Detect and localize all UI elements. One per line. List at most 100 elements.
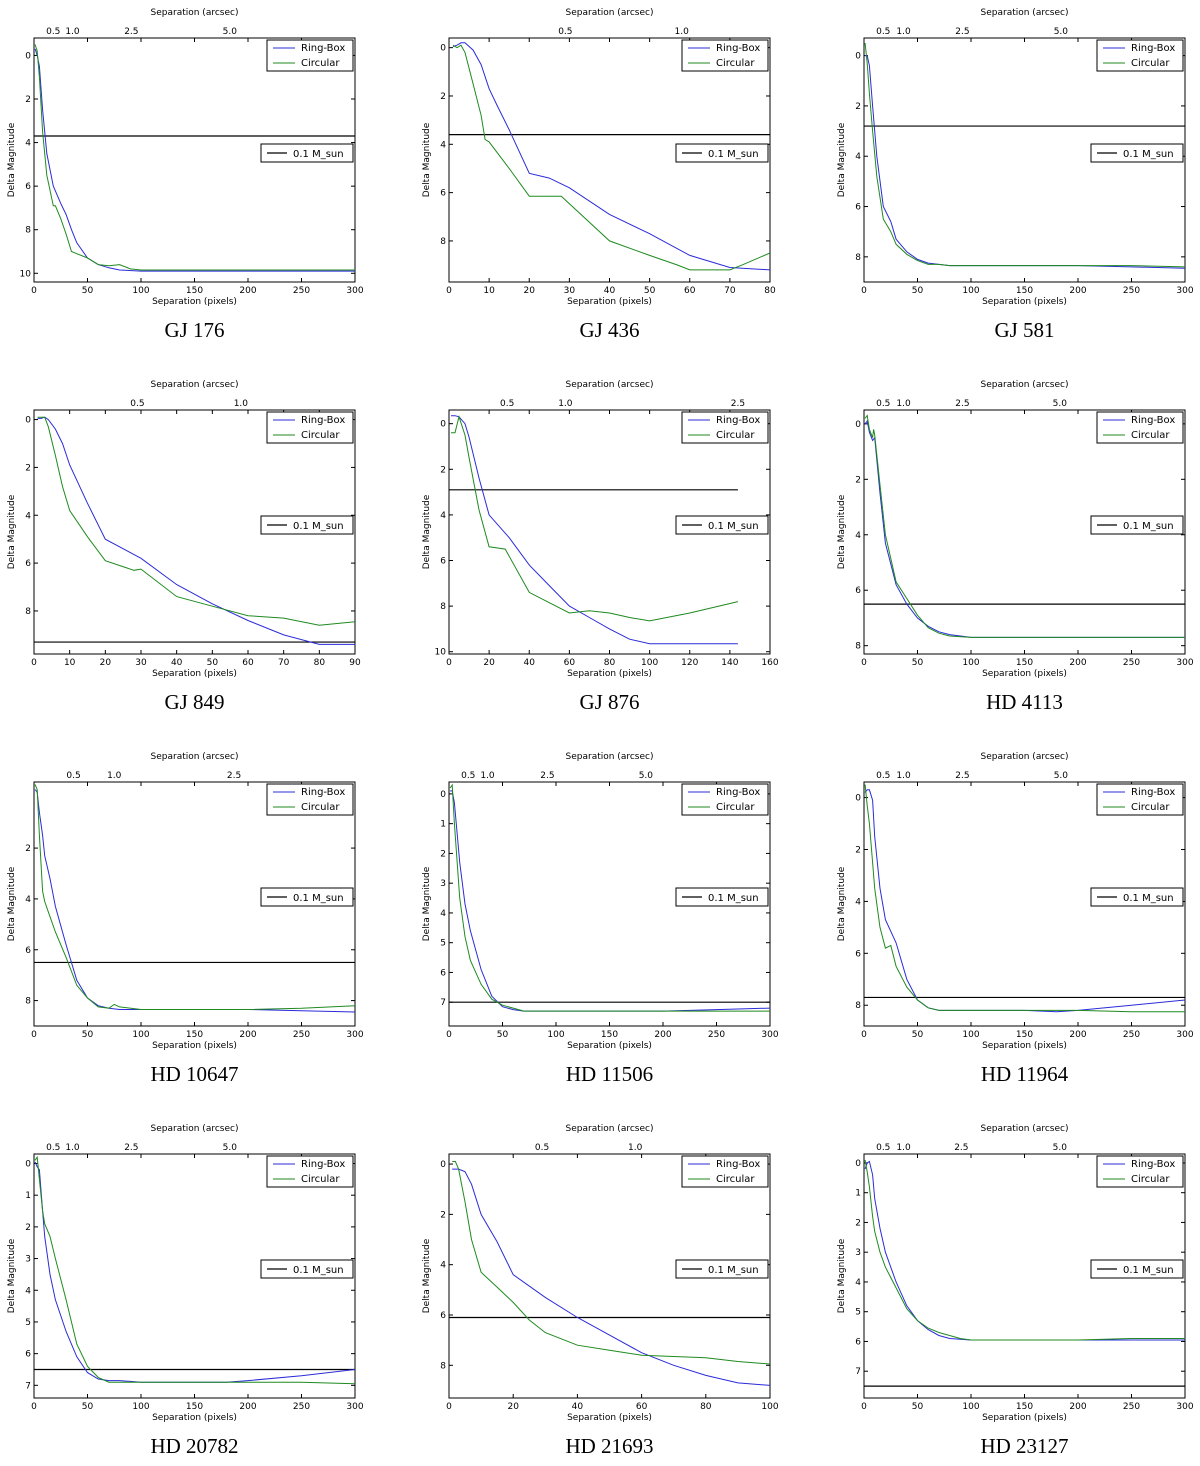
top-tick-label: 1.0 (675, 27, 690, 37)
y-tick-label: 4 (25, 895, 31, 905)
top-tick-label: 1.0 (107, 771, 122, 781)
x-tick-label: 40 (604, 286, 616, 296)
y-tick-label: 0 (855, 794, 861, 804)
series-line-circular (37, 416, 355, 626)
top-tick-label: 1.0 (480, 771, 495, 781)
legend: Ring-Box Circular (681, 411, 769, 444)
legend-label-ring-box: Ring-Box (301, 787, 345, 798)
series-line-ring-box (452, 1168, 770, 1386)
y-tick-label: 8 (855, 253, 861, 263)
y-tick-label: 4 (440, 909, 446, 919)
x-tick-label: 20 (100, 658, 112, 668)
x-tick-label: 150 (186, 1030, 203, 1040)
legend-box (1096, 411, 1184, 444)
legend: Ring-Box Circular (266, 39, 354, 72)
x-tick-label: 0 (31, 1030, 37, 1040)
x-tick-label: 150 (601, 1030, 618, 1040)
x-tick-label: 90 (349, 658, 361, 668)
y-tick-label: 8 (25, 607, 31, 617)
top-axis-title: Separation (arcsec) (981, 752, 1069, 762)
plot-lines (864, 784, 1185, 1013)
x-tick-label: 100 (962, 1030, 979, 1040)
x-tick-label: 80 (700, 1402, 712, 1412)
chart-caption: HD 20782 (150, 1434, 239, 1458)
x-tick-label: 0 (446, 1030, 452, 1040)
chart-panel-gj-436: 0 10 20 30 40 50 60 70 80 0 2 4 6 8 0.5 1.0 Separation (… (415, 0, 815, 350)
top-tick-label: 1.0 (896, 27, 911, 37)
y-tick-label: 2 (25, 463, 31, 473)
legend: Ring-Box Circular (266, 783, 354, 816)
series-line-circular (452, 44, 770, 271)
y-tick-label: 6 (440, 557, 446, 567)
y-axis-title: Delta Magnitude (837, 1238, 847, 1313)
plot-lines (864, 42, 1185, 269)
legend-label-circular: Circular (716, 802, 755, 813)
x-tick-label: 80 (314, 658, 326, 668)
x-tick-label: 300 (1176, 658, 1193, 668)
chart-caption: GJ 849 (164, 690, 225, 714)
x-tick-label: 50 (497, 1030, 509, 1040)
chart-panel-hd-20782: 0 50 100 150 200 250 300 0 1 2 3 4 5 6 7 0.5 1.0 2.5 5.0 Se… (0, 1116, 400, 1466)
mass-legend: 0.1 M_sun (260, 887, 354, 907)
x-tick-label: 150 (1016, 1402, 1033, 1412)
x-tick-label: 140 (721, 658, 738, 668)
y-tick-label: 6 (25, 946, 31, 956)
chart-caption: HD 21693 (565, 1434, 654, 1458)
plot-lines (449, 414, 739, 645)
legend-label-ring-box: Ring-Box (716, 415, 760, 426)
legend-label-circular: Circular (1131, 58, 1170, 69)
legend: Ring-Box Circular (1096, 39, 1184, 72)
x-tick-label: 30 (564, 286, 576, 296)
x-tick-label: 100 (132, 286, 149, 296)
series-line-circular (449, 783, 770, 1012)
top-tick-label: 0.5 (66, 771, 80, 781)
mass-legend-label: 0.1 M_sun (293, 893, 344, 904)
x-tick-label: 300 (346, 1402, 363, 1412)
x-tick-label: 50 (82, 286, 94, 296)
top-tick-label: 1.0 (234, 399, 249, 409)
x-tick-label: 60 (564, 658, 576, 668)
x-tick-label: 100 (132, 1030, 149, 1040)
x-axis-title: Separation (pixels) (567, 1041, 652, 1051)
x-axis-title: Separation (pixels) (567, 669, 652, 679)
y-tick-label: 3 (25, 1255, 31, 1265)
y-axis-title: Delta Magnitude (7, 122, 17, 197)
chart-svg: 0 10 20 30 40 50 60 70 80 90 0 2 4 6 8 0.5 1.0 Separation… (7, 380, 361, 679)
y-axis-title: Delta Magnitude (422, 494, 432, 569)
legend-label-circular: Circular (1131, 430, 1170, 441)
mass-legend-label: 0.1 M_sun (708, 1265, 759, 1276)
legend-box (681, 411, 769, 444)
y-tick-label: 2 (855, 1218, 861, 1228)
legend-label-ring-box: Ring-Box (301, 1159, 345, 1170)
y-axis-title: Delta Magnitude (837, 494, 847, 569)
mass-legend-label: 0.1 M_sun (293, 1265, 344, 1276)
chart-caption: GJ 176 (164, 318, 225, 342)
chart-panel-gj-876: 0 20 40 60 80 100 120 140 160 0 2 4 6 8 10 0.5 1.0 2.5 Sep… (415, 372, 815, 722)
top-tick-label: 1.0 (896, 399, 911, 409)
top-tick-label: 1.0 (558, 399, 573, 409)
y-axis-title: Delta Magnitude (422, 866, 432, 941)
legend-box (1096, 39, 1184, 72)
legend-label-circular: Circular (301, 430, 340, 441)
x-tick-label: 0 (446, 286, 452, 296)
series-line-circular (34, 44, 355, 271)
legend-box (266, 1155, 354, 1188)
top-axis-title: Separation (arcsec) (566, 1124, 654, 1134)
x-tick-label: 200 (239, 1030, 256, 1040)
y-tick-label: 2 (440, 849, 446, 859)
x-tick-label: 40 (171, 658, 183, 668)
mass-legend: 0.1 M_sun (260, 515, 354, 535)
y-axis-title: Delta Magnitude (837, 122, 847, 197)
legend-box (681, 783, 769, 816)
y-tick-label: 2 (440, 465, 446, 475)
y-tick-label: 0 (855, 420, 861, 430)
top-tick-label: 2.5 (955, 27, 969, 37)
chart-panel-gj-176: 0 50 100 150 200 250 300 0 2 4 6 8 10 0.5 1.0 2.5 5.0 Sep… (0, 0, 400, 350)
x-axis-title: Separation (pixels) (152, 669, 237, 679)
x-tick-label: 250 (293, 1402, 310, 1412)
x-tick-label: 30 (135, 658, 147, 668)
y-tick-label: 8 (25, 997, 31, 1007)
x-axis-title: Separation (pixels) (567, 1413, 652, 1423)
y-tick-label: 8 (440, 1361, 446, 1371)
y-tick-label: 6 (440, 1311, 446, 1321)
